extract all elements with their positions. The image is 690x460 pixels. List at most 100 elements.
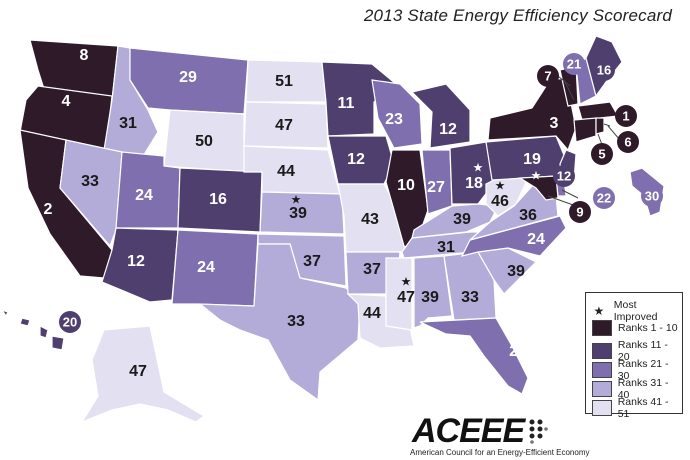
- state-ms[interactable]: [385, 257, 413, 331]
- rank-label-hi: 20: [63, 314, 77, 329]
- state-tx[interactable]: [198, 243, 361, 402]
- rank-label-ms: 47: [397, 289, 415, 306]
- legend-most-improved: ★ Most Improved: [592, 299, 682, 323]
- legend-item-tier4: Ranks 31 - 40: [592, 377, 682, 401]
- rank-label-wi: 23: [385, 111, 403, 128]
- rank-label-dc: 30: [645, 188, 659, 203]
- state-ma[interactable]: [577, 101, 619, 121]
- most-improved-star-icon: ★: [531, 169, 542, 183]
- rank-label-vt: 7: [544, 68, 551, 83]
- most-improved-star-icon: ★: [473, 161, 484, 175]
- rank-label-ok: 37: [303, 253, 321, 270]
- rank-label-ri: 5: [598, 146, 605, 161]
- rank-label-ak: 47: [129, 363, 147, 380]
- rank-label-tx: 33: [287, 313, 305, 330]
- rank-label-pa: 19: [523, 151, 541, 168]
- map-title: 2013 State Energy Efficiency Scorecard: [363, 6, 672, 25]
- aceee-logo: ACEEE American Council for an Energy-Eff…: [410, 412, 590, 458]
- state-ak[interactable]: [80, 325, 206, 424]
- most-improved-star-icon: ★: [401, 275, 412, 289]
- rank-label-la: 44: [363, 305, 381, 322]
- legend-item-tier5: Ranks 41 - 51: [592, 396, 682, 420]
- rank-label-ca: 2: [44, 201, 53, 218]
- legend-label: Ranks 11 - 20: [617, 339, 668, 363]
- rank-label-ut: 24: [135, 187, 153, 204]
- state-fl[interactable]: [419, 317, 529, 395]
- rank-label-ga: 33: [461, 289, 479, 306]
- rank-label-mi: 12: [439, 121, 457, 138]
- rank-label-tn: 31: [437, 239, 455, 256]
- rank-label-mo: 43: [361, 211, 379, 228]
- rank-label-ia: 12: [347, 151, 365, 168]
- rank-label-ct: 6: [624, 134, 631, 149]
- legend-swatch: [592, 381, 612, 397]
- callout-circle-md: [569, 201, 591, 223]
- logo-wordmark: ACEEE: [412, 412, 525, 450]
- rank-label-va: 36: [519, 207, 537, 224]
- legend-label: Ranks 31 - 40: [617, 377, 669, 401]
- state-nv[interactable]: [59, 139, 123, 248]
- callout-circle-nh: [563, 53, 585, 75]
- most-improved-star-icon: ★: [291, 193, 302, 207]
- callout-circle-vt: [537, 65, 559, 87]
- rank-label-fl: 27: [509, 343, 527, 360]
- legend-swatch: [592, 362, 612, 378]
- rank-label-ks: 39: [289, 205, 307, 222]
- rank-label-or: 4: [62, 93, 71, 110]
- logo-dots-icon: [529, 419, 548, 444]
- rank-label-nm: 24: [197, 259, 215, 276]
- legend-label: Ranks 1 - 10: [618, 322, 678, 334]
- rank-label-in: 27: [427, 179, 445, 196]
- callout-circle-nj: [553, 165, 575, 187]
- callout-circle-ma: [615, 105, 637, 127]
- rank-label-nv: 33: [81, 173, 99, 190]
- logo-subtitle: American Council for an Energy-Efficient…: [410, 448, 590, 457]
- legend-swatch: [592, 343, 612, 359]
- rank-label-co: 16: [209, 191, 227, 208]
- state-nc[interactable]: [460, 215, 567, 257]
- legend-swatch: [592, 400, 612, 416]
- state-md[interactable]: [518, 175, 559, 201]
- rank-label-ma: 1: [622, 108, 629, 123]
- rank-label-de: 22: [597, 190, 611, 205]
- rank-label-md: 9: [576, 204, 583, 219]
- state-sd[interactable]: [243, 101, 329, 149]
- callout-circle-dc: [641, 185, 663, 207]
- state-ct[interactable]: [573, 117, 597, 143]
- legend: ★ Most Improved Ranks 1 - 10 Ranks 11 - …: [585, 292, 683, 420]
- callout-circle-ri: [591, 143, 613, 165]
- legend-most-improved-label: Most Improved: [613, 299, 658, 323]
- rank-label-wy: 50: [195, 133, 213, 150]
- callout-circle-me: [593, 59, 615, 81]
- rank-label-me: 16: [597, 62, 611, 77]
- rank-label-oh: 18: [465, 175, 483, 192]
- callout-circle-de: [593, 187, 615, 209]
- rank-label-mt: 29: [179, 69, 197, 86]
- legend-item-tier1: Ranks 1 - 10: [592, 320, 678, 336]
- state-wi[interactable]: [371, 79, 423, 149]
- state-mi[interactable]: [410, 83, 471, 149]
- rank-label-wa: 8: [80, 47, 89, 64]
- rank-label-az: 12: [127, 253, 145, 270]
- legend-swatch: [592, 320, 612, 336]
- rank-label-mn: 11: [338, 95, 355, 112]
- state-ks[interactable]: [259, 191, 345, 235]
- callout-circle-ct: [617, 131, 639, 153]
- state-ri[interactable]: [595, 117, 605, 135]
- rank-label-sc: 39: [507, 263, 525, 280]
- state-nm[interactable]: [171, 229, 259, 307]
- rank-label-nc: 24: [527, 231, 545, 248]
- rank-label-ar: 37: [363, 261, 381, 278]
- legend-item-tier2: Ranks 11 - 20: [592, 339, 682, 363]
- rank-label-il: 10: [397, 177, 415, 194]
- legend-item-tier3: Ranks 21 - 30: [592, 358, 682, 382]
- rank-label-nh: 21: [567, 56, 581, 71]
- rank-label-ne: 44: [277, 163, 295, 180]
- legend-label: Ranks 21 - 30: [617, 358, 669, 382]
- rank-label-nj: 12: [557, 168, 571, 183]
- rank-label-sd: 47: [275, 117, 293, 134]
- star-icon: ★: [593, 304, 605, 318]
- state-hi[interactable]: [0, 308, 65, 351]
- rank-label-wv: 46: [491, 193, 509, 210]
